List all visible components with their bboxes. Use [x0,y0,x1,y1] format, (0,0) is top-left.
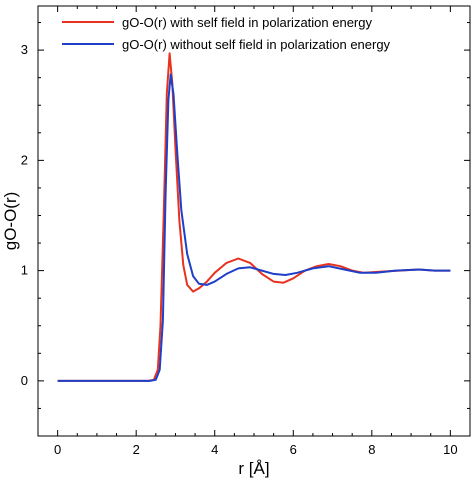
plot-frame [37,5,471,437]
x-tick-label: 6 [290,442,297,457]
x-tick-label: 8 [368,442,375,457]
y-tick-label: 1 [21,263,28,278]
x-tick-label: 4 [211,442,218,457]
x-axis-label: r [Å] [238,459,269,478]
legend: gO-O(r) with self field in polarization … [62,15,391,52]
y-tick-label: 2 [21,152,28,167]
plot-area [37,5,471,437]
series-line-1 [57,52,451,382]
series-layer [57,52,451,382]
series-line-2 [57,73,451,382]
x-tick-label: 10 [443,442,457,457]
y-axis: 0 1 2 3 [21,22,470,409]
y-axis-label: gO-O(r) [1,192,20,251]
legend-entry-2: gO-O(r) without self field in polarizati… [122,37,391,52]
legend-entry-1: gO-O(r) with self field in polarization … [122,15,372,30]
x-tick-label: 2 [133,442,140,457]
x-axis: 0 2 4 6 8 10 [54,6,458,457]
x-tick-label: 0 [54,442,61,457]
y-tick-label: 0 [21,373,28,388]
y-tick-label: 3 [21,42,28,57]
